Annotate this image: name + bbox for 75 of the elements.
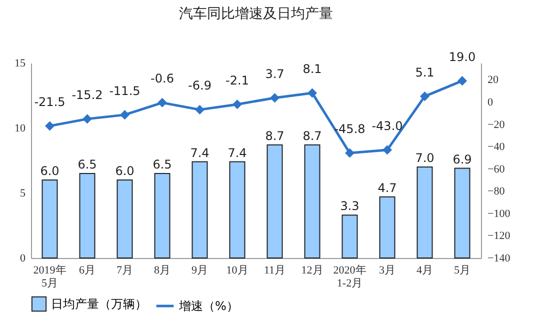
point [420,92,430,101]
bar [304,144,320,258]
y2-tick-label: 20 [488,74,499,86]
bar [116,180,133,258]
y2-tick-label: −120 [488,230,511,242]
x-tick-label: 8月 [154,264,170,276]
y2-tick-label: −100 [488,208,511,220]
point [232,100,242,109]
y2-tick-label: −40 [488,141,506,154]
x-tick-label: 10月 [226,264,248,276]
point [345,148,354,158]
y2-tick-label: −140 [488,252,511,264]
data-label: 7.4 [228,146,247,160]
data-label: 6.0 [115,164,134,178]
data-label: 8.1 [302,62,322,76]
x-tick-label: 12月 [301,264,324,276]
x-tick-label: 5月 [454,264,470,276]
bar [229,161,246,258]
data-label: -2.1 [226,73,249,88]
point [82,114,92,124]
y2-tick-label: −80 [488,186,506,198]
data-label: -6.9 [188,78,212,93]
y2-tick-label: −20 [488,118,506,131]
x-tick-label: 2019年 5月 [33,264,66,290]
data-label: 8.7 [265,128,284,143]
data-label: 6.0 [40,164,60,178]
x-tick-label: 6月 [79,264,96,276]
data-label: -21.5 [34,94,66,109]
data-label: 3.3 [340,199,360,214]
y-tick-label: 10 [14,122,26,134]
y2-tick-label: 0 [488,96,494,108]
bar [154,173,170,258]
data-label: 4.7 [378,180,397,195]
data-label: 6.5 [78,158,97,172]
x-tick-label: 3月 [379,264,396,276]
data-label: 6.9 [452,152,472,166]
legend-label: 日均产量（万辆） [51,297,147,311]
bar [416,166,433,258]
data-label: 6.5 [152,158,172,172]
data-label: 19.0 [448,50,476,64]
point [458,76,467,86]
bar [266,144,283,258]
data-label: -15.2 [72,88,103,102]
point [382,146,392,154]
data-label: -11.5 [109,84,140,98]
x-tick-label: 4月 [416,264,433,276]
x-tick-label: 7月 [116,264,133,276]
x-tick-label: 11月 [264,264,286,276]
point [45,122,54,130]
chart-title: 汽车同比增速及日均产量 [179,6,333,22]
bar [42,180,58,258]
bar [79,173,96,258]
point [158,98,167,108]
data-label: -0.6 [150,72,174,86]
data-label: 7.4 [190,146,210,160]
bar [454,168,470,258]
y-tick-label: 0 [20,252,26,264]
x-tick-label: 9月 [192,264,208,276]
data-label: 3.7 [265,66,284,81]
data-label: 5.1 [415,65,434,80]
y-tick-label: 15 [14,58,26,70]
legend-label: 增速（%） [178,299,238,313]
x-tick-label: 2020年 1-2月 [333,264,366,290]
bar [342,214,358,258]
data-label: 7.0 [415,151,434,165]
point [308,88,317,98]
data-label: -43.0 [372,118,403,133]
data-label: 8.7 [302,128,322,143]
point [120,110,130,120]
bar [379,196,396,258]
y2-tick-label: −60 [488,163,506,176]
bar [192,161,208,258]
y-tick-label: 5 [20,188,26,200]
point [195,105,204,114]
point [270,94,280,102]
